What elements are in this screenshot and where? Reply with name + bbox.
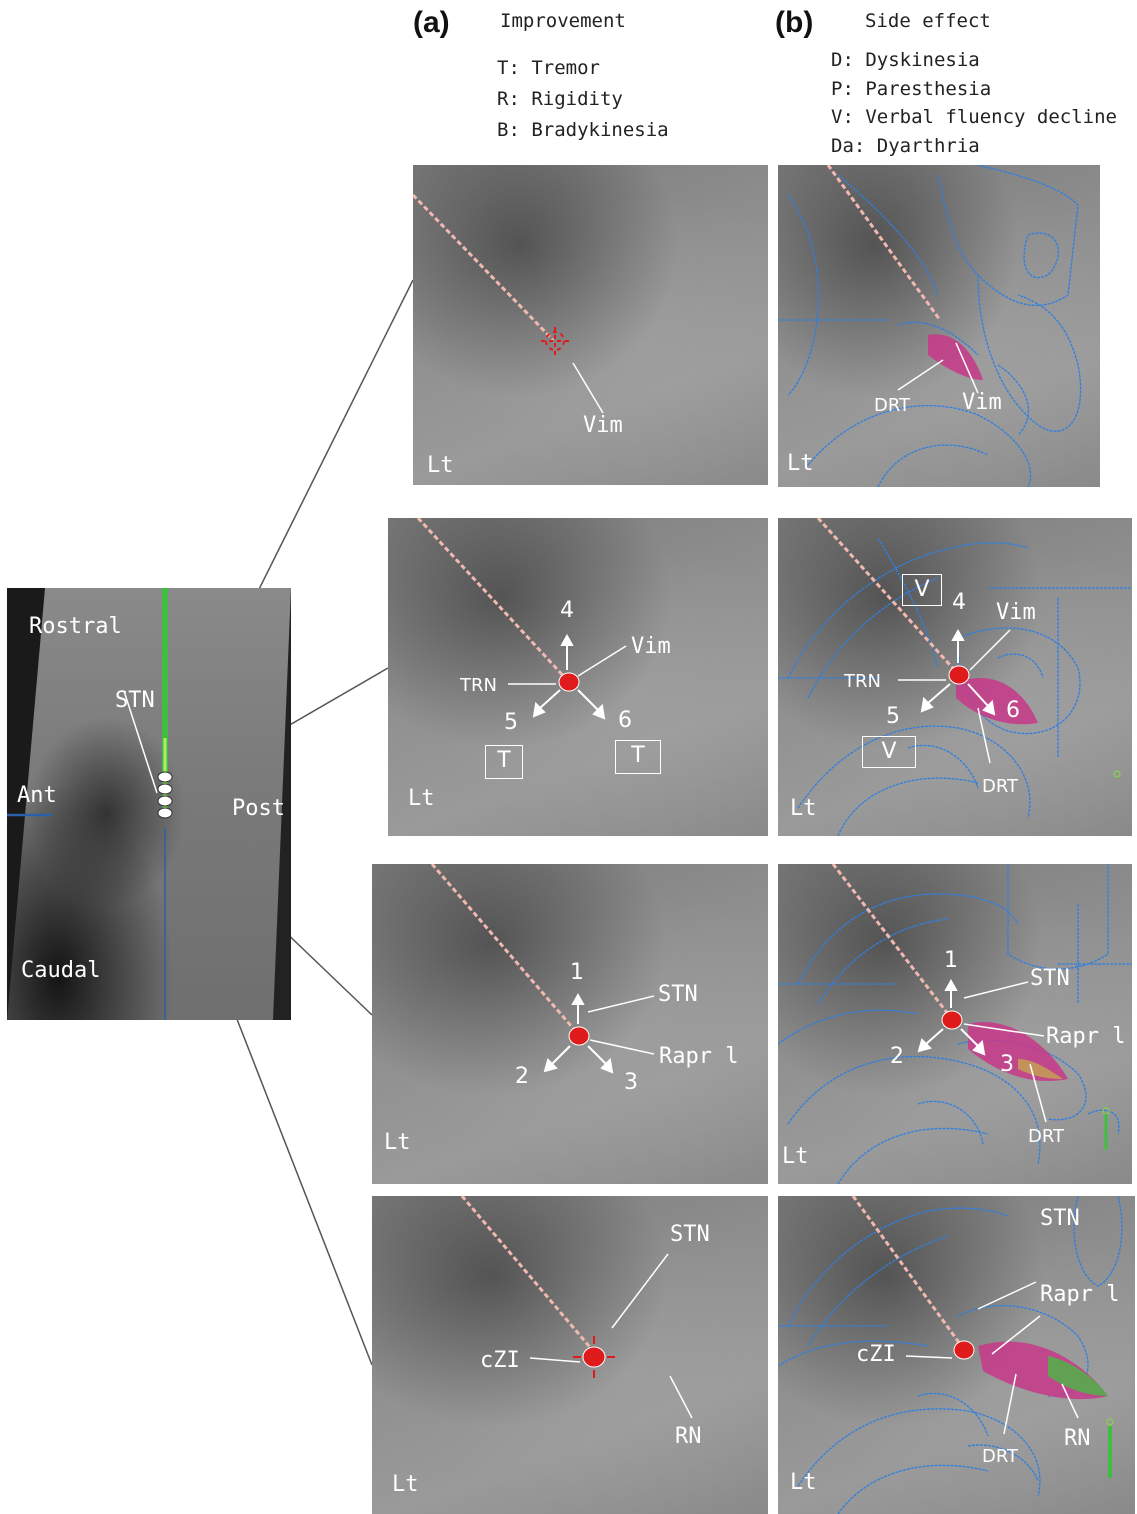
direction-4: 4 [952, 590, 966, 615]
drt-label: DRT [1028, 1126, 1065, 1147]
direction-2: 2 [890, 1044, 904, 1069]
panel-a-letter: (a) [413, 6, 450, 39]
direction-5: 5 [886, 704, 900, 729]
legend-item: P: Paresthesia [831, 77, 992, 100]
side-label: Lt [787, 451, 814, 476]
vim-label: Vim [583, 413, 623, 438]
effect-box-4: V [902, 574, 942, 606]
effect-box-5: T [485, 745, 523, 779]
row2-panel-a: 4 Vim TRN 5 6 T T Lt [388, 518, 768, 836]
post-label: Post [232, 796, 285, 821]
legend-item: T: Tremor [497, 57, 600, 79]
side-label: Lt [427, 453, 454, 478]
row3-panel-a: 1 STN Rapr l 2 3 Lt [372, 864, 768, 1184]
sagittal-image: Rostral STN Ant Post Caudal [7, 588, 291, 1020]
drt-label: DRT [982, 776, 1019, 797]
row3-panel-b: 1 STN Rapr l 2 3 DRT Lt [778, 864, 1132, 1184]
vim-label: Vim [962, 390, 1002, 415]
stn-label: STN [670, 1222, 710, 1247]
legend-item: B: Bradykinesia [497, 119, 669, 141]
legend-item: V: Verbal fluency decline [831, 106, 1117, 128]
target-marker [545, 331, 565, 351]
caudal-label: Caudal [21, 958, 101, 983]
row1-panel-b: DRT Vim Lt [778, 165, 1100, 487]
side-label: Lt [408, 786, 435, 811]
direction-1: 1 [570, 960, 584, 985]
tract-bundle [928, 334, 983, 380]
direction-1: 1 [944, 948, 958, 973]
electrode-contact [558, 672, 580, 692]
rapri-label: Rapr l [1040, 1282, 1120, 1307]
panel-b-title: Side effect [865, 10, 991, 32]
panel-a-title: Improvement [500, 10, 626, 32]
side-label: Lt [790, 1470, 817, 1495]
side-label: Lt [790, 796, 817, 821]
sagittal-overlay [7, 588, 291, 1020]
row1-panel-a: Vim Lt [413, 165, 768, 485]
row2-panel-b: V 4 Vim TRN 5 6 V DRT Lt [778, 518, 1132, 836]
electrode-contact [941, 1010, 963, 1030]
trn-label: TRN [844, 671, 881, 692]
vim-label: Vim [631, 634, 671, 659]
atlas-outline [778, 537, 1132, 836]
drt-label: DRT [982, 1446, 1019, 1467]
legend-item: D: Dyskinesia [831, 49, 980, 71]
tract-bundle [956, 677, 1038, 725]
side-label: Lt [392, 1472, 419, 1497]
electrode-contact [582, 1346, 606, 1368]
vim-label: Vim [996, 600, 1036, 625]
contact-2 [157, 795, 173, 807]
rapri-label: Rapr l [1046, 1024, 1126, 1049]
side-label: Lt [782, 1144, 809, 1169]
direction-6: 6 [1006, 698, 1020, 723]
row4-panel-a: STN cZI RN Lt [372, 1196, 768, 1514]
rapri-label: Rapr l [659, 1044, 739, 1069]
rn-label: RN [675, 1424, 702, 1449]
contact-3 [157, 783, 173, 795]
direction-3: 3 [624, 1070, 638, 1095]
stn-label: STN [115, 688, 155, 713]
czi-label: cZI [480, 1348, 520, 1373]
electrode-contact [953, 1340, 975, 1360]
atlas-outline [778, 1196, 1123, 1514]
stn-label: STN [1030, 966, 1070, 991]
effect-box-6: T [615, 740, 661, 774]
direction-5: 5 [504, 710, 518, 735]
side-label: Lt [384, 1130, 411, 1155]
electrode-contact [568, 1026, 590, 1046]
contact-4 [157, 771, 173, 783]
trn-label: TRN [460, 675, 497, 696]
atlas-outline [778, 864, 1132, 1184]
direction-6: 6 [618, 708, 632, 733]
legend-item: R: Rigidity [497, 88, 623, 110]
panel-b-legend: D: Dyskinesia P: Paresthesia V: Verbal f… [831, 46, 1117, 160]
ant-label: Ant [17, 783, 57, 808]
atlas-outline [778, 165, 1082, 487]
effect-box-5: V [862, 736, 916, 768]
direction-4: 4 [560, 598, 574, 623]
stn-label: STN [1040, 1206, 1080, 1231]
contact-1 [157, 807, 173, 819]
stn-label: STN [658, 982, 698, 1007]
tract-bundle [968, 1022, 1068, 1081]
panel-b-letter: (b) [775, 6, 814, 39]
drt-label: DRT [874, 395, 911, 416]
electrode-contact [948, 665, 970, 685]
rostral-label: Rostral [29, 614, 122, 639]
czi-label: cZI [856, 1342, 896, 1367]
row4-panel-b: STN Rapr l cZI DRT RN Lt [778, 1196, 1135, 1514]
panel-a-legend: T: Tremor R: Rigidity B: Bradykinesia [497, 53, 669, 146]
direction-3: 3 [1000, 1052, 1014, 1077]
legend-item: Da: Dyarthria [831, 134, 980, 157]
direction-2: 2 [515, 1064, 529, 1089]
rn-label: RN [1064, 1426, 1091, 1451]
